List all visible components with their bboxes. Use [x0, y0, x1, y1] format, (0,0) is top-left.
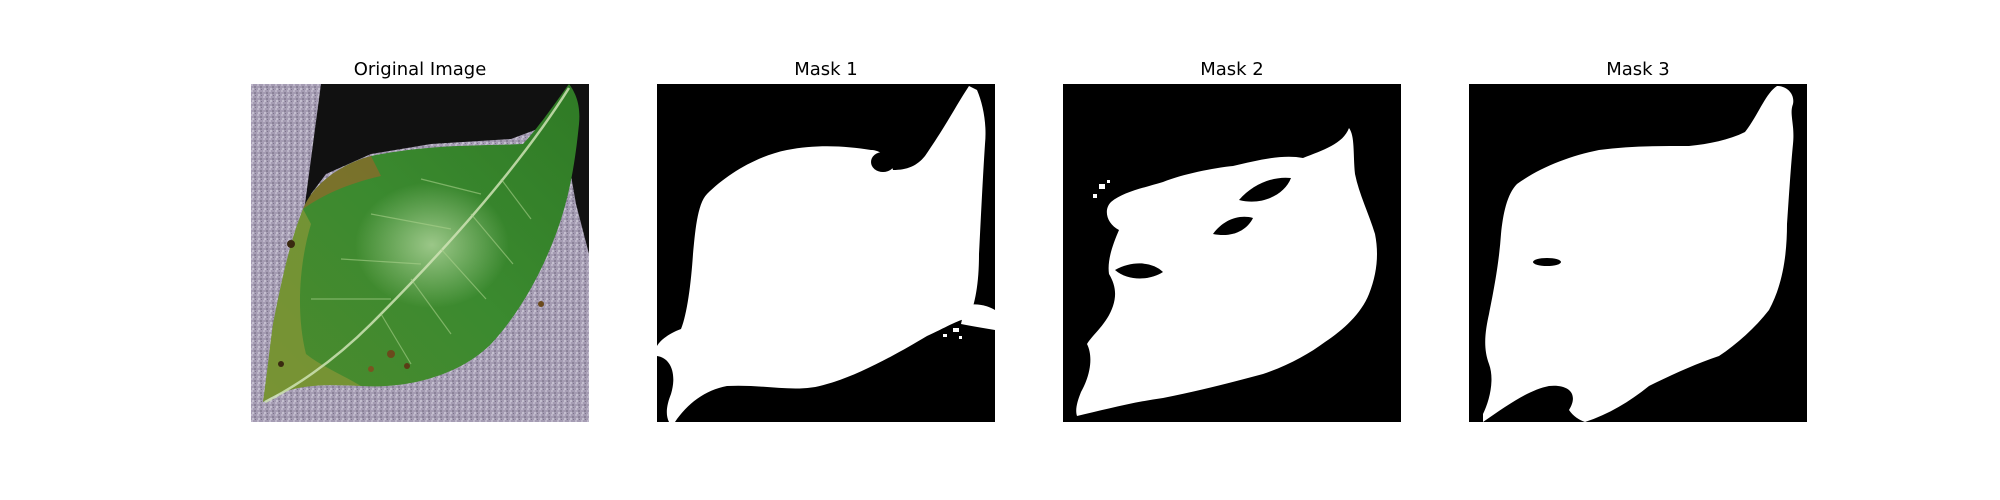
panel-title-original: Original Image [353, 59, 487, 80]
leaf-photo [251, 84, 589, 422]
mask-2-image [1063, 84, 1401, 422]
original-image [251, 84, 589, 422]
panel-title-mask-3: Mask 3 [1606, 59, 1670, 80]
mask-2 [1063, 84, 1401, 422]
mask-1-image [657, 84, 995, 422]
panel-title-mask-2: Mask 2 [1200, 59, 1264, 80]
mask-3-image [1469, 84, 1807, 422]
mask-1 [657, 84, 995, 422]
panel-title-mask-1: Mask 1 [794, 59, 858, 80]
mask-3 [1469, 84, 1807, 422]
